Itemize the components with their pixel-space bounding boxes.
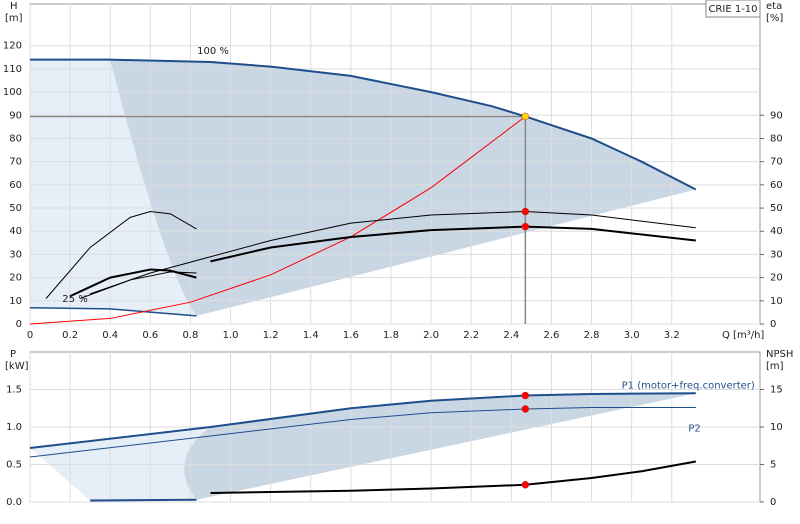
curve [30, 58, 697, 191]
range-dark [184, 393, 696, 500]
y-tick-label: 100 [3, 87, 22, 98]
series-label: P1 (motor+freq.converter) [622, 380, 755, 391]
y-tick-label: 30 [9, 249, 22, 260]
y-tick-label: 0 [16, 319, 22, 330]
curve [90, 498, 197, 502]
y2-tick-label: 10 [770, 422, 783, 433]
x-tick-label: 1.4 [303, 330, 319, 341]
y2-axis-label: eta [766, 1, 782, 12]
y2-tick-label: 0 [770, 497, 776, 508]
y2-tick-label: 60 [770, 180, 783, 191]
curve [29, 392, 696, 449]
y2-tick-label: 80 [770, 133, 783, 144]
y-axis-label: P [10, 349, 16, 360]
y2-tick-label: 5 [770, 460, 776, 471]
x-tick-label: 2.4 [503, 330, 519, 341]
y2-tick-label: 10 [770, 296, 783, 307]
curve [29, 407, 696, 458]
y-axis-unit: [kW] [5, 361, 29, 372]
operating-point [521, 481, 530, 489]
x-tick-label: 1.8 [383, 330, 399, 341]
operating-point [521, 405, 530, 413]
x-tick-label: 1.0 [223, 330, 239, 341]
y-tick-label: 60 [9, 180, 22, 191]
series-label: P2 [688, 424, 700, 435]
y2-tick-label: 50 [770, 203, 783, 214]
y-tick-label: 50 [9, 203, 22, 214]
y-tick-label: 70 [9, 157, 22, 168]
curve [210, 225, 696, 263]
y2-tick-label: 40 [770, 226, 783, 237]
curve [69, 268, 197, 298]
y2-tick-label: 70 [770, 157, 783, 168]
y-tick-label: 40 [9, 226, 22, 237]
x-tick-label: 2.8 [584, 330, 600, 341]
curve [29, 307, 197, 317]
annotation: 25 % [62, 294, 87, 305]
x-tick-label: 0.8 [182, 330, 198, 341]
x-tick-label: 1.6 [343, 330, 359, 341]
y2-axis-label: NPSH [766, 349, 793, 360]
curve [45, 211, 197, 299]
y-tick-label: 110 [3, 64, 22, 75]
x-tick-label: 2.2 [463, 330, 479, 341]
range-dark [110, 59, 696, 316]
y-tick-label: 1.0 [6, 422, 22, 433]
curve [90, 211, 696, 295]
operating-point [521, 112, 530, 121]
operating-point [521, 391, 530, 400]
y-tick-label: 0.0 [6, 497, 22, 508]
x-tick-label: 0.6 [142, 330, 158, 341]
y2-tick-label: 15 [770, 385, 783, 396]
y-axis-unit: [m] [5, 13, 23, 24]
x-tick-label: 1.2 [263, 330, 279, 341]
y2-axis-unit: [m] [766, 361, 784, 372]
x-tick-label: 2.6 [543, 330, 559, 341]
annotation: 100 % [197, 46, 229, 57]
x-tick-label: 0.4 [102, 330, 118, 341]
y-tick-label: 90 [9, 110, 22, 121]
title-box [705, 0, 761, 18]
y-tick-label: 80 [9, 133, 22, 144]
y2-axis-unit: [%] [766, 13, 783, 24]
x-tick-label: 0.2 [62, 330, 78, 341]
y-tick-label: 20 [9, 273, 22, 284]
x-axis-label: Q [m³/h] [722, 330, 764, 341]
curve [79, 271, 197, 299]
y-tick-label: 120 [3, 41, 22, 52]
x-tick-label: 3.0 [624, 330, 640, 341]
y-axis-label: H [10, 1, 18, 12]
y2-tick-label: 20 [770, 273, 783, 284]
y2-tick-label: 90 [770, 110, 783, 121]
x-tick-label: 3.2 [664, 330, 680, 341]
operating-point [521, 222, 530, 231]
y-tick-label: 10 [9, 296, 22, 307]
y2-tick-label: 0 [770, 319, 776, 330]
y-tick-label: 1.5 [6, 385, 22, 396]
curve [29, 116, 526, 325]
x-tick-label: 0 [27, 330, 33, 341]
y2-tick-label: 30 [770, 249, 783, 260]
x-tick-label: 2.0 [423, 330, 439, 341]
operating-point [521, 207, 530, 216]
chart-title: CRIE 1-10 [708, 4, 757, 15]
y-tick-label: 0.5 [6, 460, 22, 471]
